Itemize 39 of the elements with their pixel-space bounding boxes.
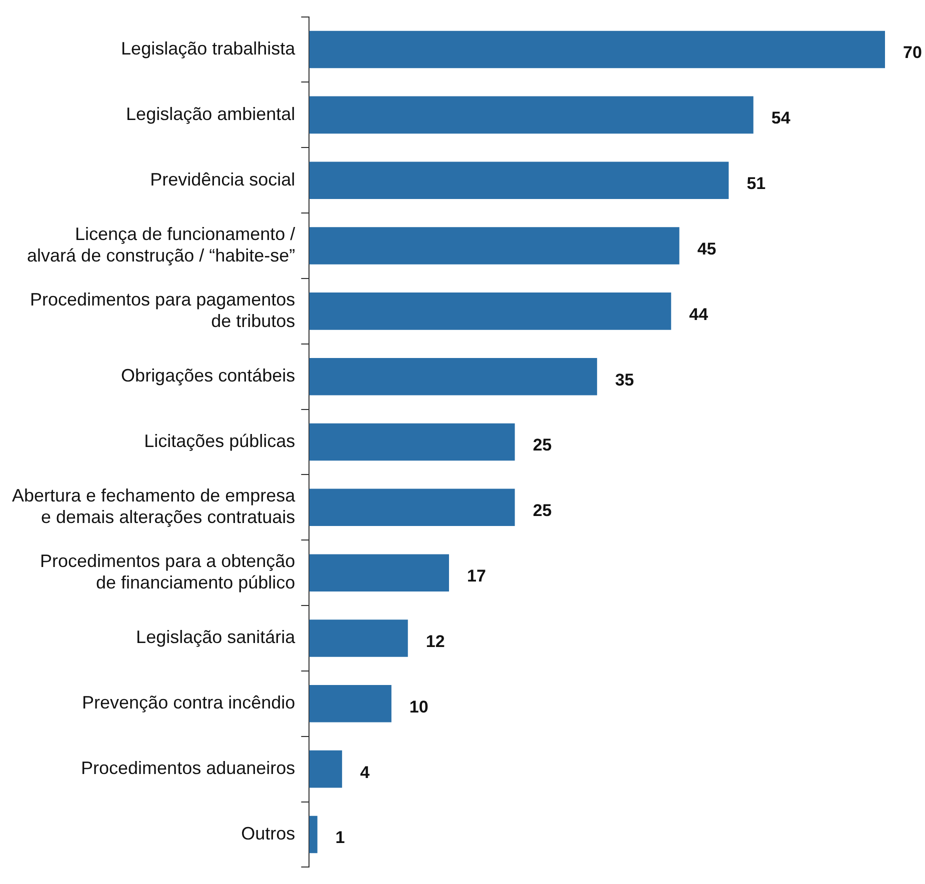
data-label: 17 — [467, 566, 486, 586]
bar — [309, 554, 450, 592]
y-tick-label: Legislação ambiental — [126, 104, 296, 124]
data-label: 25 — [532, 436, 552, 455]
y-tick-label: Legislação sanitária — [136, 627, 296, 648]
y-tick-label: Previdência social — [150, 169, 296, 190]
bar — [309, 488, 515, 526]
data-label: 45 — [697, 239, 716, 258]
y-tick-label: Prevenção contra incêndio — [82, 692, 296, 713]
data-label: 4 — [360, 762, 370, 782]
bar — [309, 162, 729, 199]
y-tick-label: Legislação trabalhista — [121, 38, 296, 58]
y-tick-label: Procedimentos para pagamentos de tributos — [30, 289, 296, 331]
data-label: 54 — [771, 108, 791, 128]
bar — [309, 30, 885, 68]
bar — [309, 227, 680, 264]
bar — [309, 423, 515, 461]
y-tick-label: Licitações públicas — [144, 430, 296, 451]
data-label: 10 — [409, 697, 428, 716]
data-label: 44 — [689, 304, 709, 324]
y-tick-label: Procedimentos para a obtenção de financiamento público — [40, 551, 296, 593]
bar — [309, 620, 408, 657]
y-tick-label: Outros — [241, 823, 296, 844]
y-tick-label: Procedimentos aduaneiros — [81, 758, 296, 778]
data-label: 25 — [532, 501, 552, 520]
data-label: 35 — [615, 370, 634, 390]
bar — [309, 685, 392, 722]
bar — [309, 750, 342, 788]
data-label: 70 — [903, 43, 922, 62]
y-tick-label: Licença de funcionamento / alvará de construção / “habite-se” — [27, 224, 296, 266]
bar — [309, 358, 598, 396]
data-label: 1 — [335, 828, 345, 848]
bar — [309, 96, 754, 134]
y-tick-label: Abertura e fechamento de empresa e demais alterações contratuais — [12, 486, 296, 528]
y-tick-label: Obrigações contábeis — [121, 366, 296, 386]
data-label: 12 — [426, 632, 445, 651]
data-label: 51 — [746, 174, 766, 194]
bar — [309, 292, 672, 330]
bar — [309, 816, 318, 854]
